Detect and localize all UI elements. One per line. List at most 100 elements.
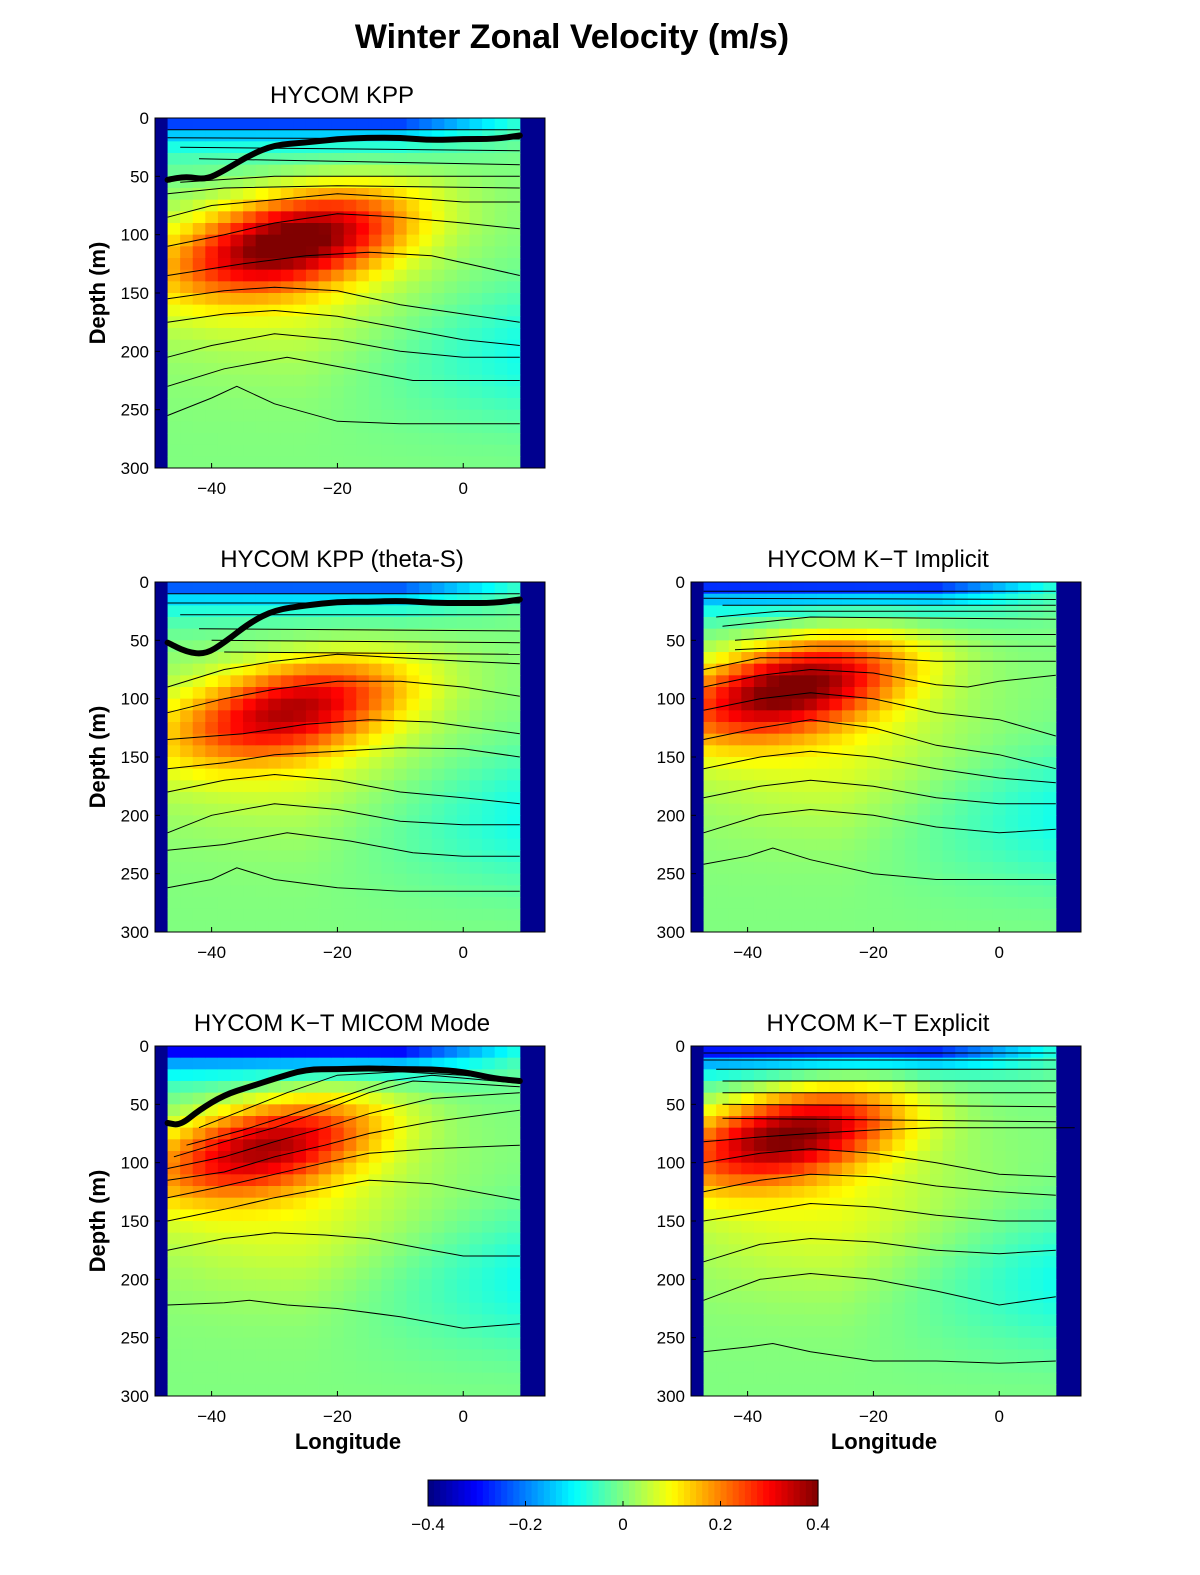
field-cell	[854, 1069, 868, 1082]
field-cell	[331, 141, 345, 154]
field-cell	[930, 1326, 944, 1339]
field-cell	[255, 780, 269, 793]
field-cell	[444, 1081, 458, 1094]
field-cell	[230, 456, 244, 469]
field-cell	[867, 1372, 881, 1385]
field-cell	[280, 1104, 294, 1117]
field-cell	[280, 873, 294, 886]
field-cell	[444, 246, 458, 259]
field-cell	[930, 1267, 944, 1280]
field-cell	[703, 710, 717, 723]
field-cell	[741, 1337, 755, 1350]
field-cell	[1043, 792, 1057, 805]
field-cell	[293, 433, 307, 446]
field-cell	[482, 234, 496, 247]
field-cell	[930, 582, 944, 595]
field-cell	[1030, 1174, 1044, 1187]
field-cell	[456, 386, 471, 399]
field-cell	[217, 234, 231, 247]
field-cell	[1043, 1221, 1057, 1234]
field-cell	[980, 1221, 994, 1234]
field-cell	[1030, 687, 1044, 700]
field-cell	[1043, 1291, 1057, 1304]
field-cell	[841, 1081, 856, 1094]
y-tick-label: 250	[657, 865, 685, 884]
field-cell	[268, 885, 282, 898]
field-cell	[494, 433, 508, 446]
field-cell	[456, 258, 471, 271]
field-cell	[419, 815, 433, 828]
field-cell	[167, 258, 181, 271]
field-cell	[703, 652, 717, 665]
field-cell	[904, 698, 918, 711]
field-cell	[167, 1279, 181, 1292]
field-cell	[456, 745, 471, 758]
field-cell	[419, 1081, 433, 1094]
field-cell	[343, 1139, 357, 1152]
field-cell	[494, 211, 508, 224]
field-cell	[331, 780, 345, 793]
field-cell	[841, 1372, 856, 1385]
field-cell	[217, 1267, 231, 1280]
field-cell	[494, 258, 508, 271]
field-cell	[167, 827, 181, 840]
field-cell	[305, 433, 320, 446]
field-cell	[444, 141, 458, 154]
field-cell	[356, 1092, 370, 1105]
field-cell	[255, 1256, 269, 1269]
field-cell	[419, 1221, 433, 1234]
field-cell	[841, 698, 856, 711]
field-cell	[879, 1081, 893, 1094]
colorbar-swatch	[781, 1480, 789, 1506]
field-cell	[854, 768, 868, 781]
field-cell	[904, 815, 918, 828]
field-cell	[766, 768, 780, 781]
field-cell	[917, 862, 931, 875]
field-cell	[1043, 652, 1057, 665]
field-cell	[280, 234, 294, 247]
field-cell	[368, 164, 382, 177]
field-cell	[1030, 1104, 1044, 1117]
field-cell	[469, 211, 483, 224]
field-cell	[703, 850, 717, 863]
field-cell	[381, 374, 395, 387]
field-cell	[444, 1162, 458, 1175]
field-cell	[180, 722, 194, 735]
field-cell	[766, 1384, 780, 1397]
field-cell	[419, 1127, 433, 1140]
field-cell	[343, 920, 357, 933]
field-cell	[728, 908, 742, 921]
field-cell	[716, 1244, 730, 1257]
field-cell	[482, 386, 496, 399]
field-cell	[394, 1291, 408, 1304]
field-cell	[829, 1209, 843, 1222]
field-cell	[816, 768, 830, 781]
field-cell	[967, 1197, 981, 1210]
field-cell	[1030, 897, 1044, 910]
field-cell	[841, 1092, 856, 1105]
field-cell	[494, 873, 508, 886]
field-cell	[930, 1186, 944, 1199]
field-cell	[293, 710, 307, 723]
field-cell	[255, 1337, 269, 1350]
field-cell	[318, 199, 332, 212]
field-cell	[507, 1162, 521, 1175]
field-cell	[1043, 617, 1057, 630]
field-cell	[917, 1326, 931, 1339]
field-cell	[431, 339, 445, 352]
field-cell	[904, 1197, 918, 1210]
field-cell	[507, 339, 521, 352]
field-cell	[255, 304, 269, 317]
field-cell	[192, 1186, 206, 1199]
field-cell	[967, 885, 981, 898]
field-cell	[368, 582, 382, 595]
field-cell	[980, 687, 994, 700]
field-cell	[192, 582, 206, 595]
field-cell	[381, 456, 395, 469]
field-cell	[507, 1197, 521, 1210]
field-cell	[942, 1384, 956, 1397]
field-cell	[791, 908, 805, 921]
field-cell	[180, 456, 194, 469]
field-cell	[305, 1384, 320, 1397]
field-cell	[280, 1197, 294, 1210]
